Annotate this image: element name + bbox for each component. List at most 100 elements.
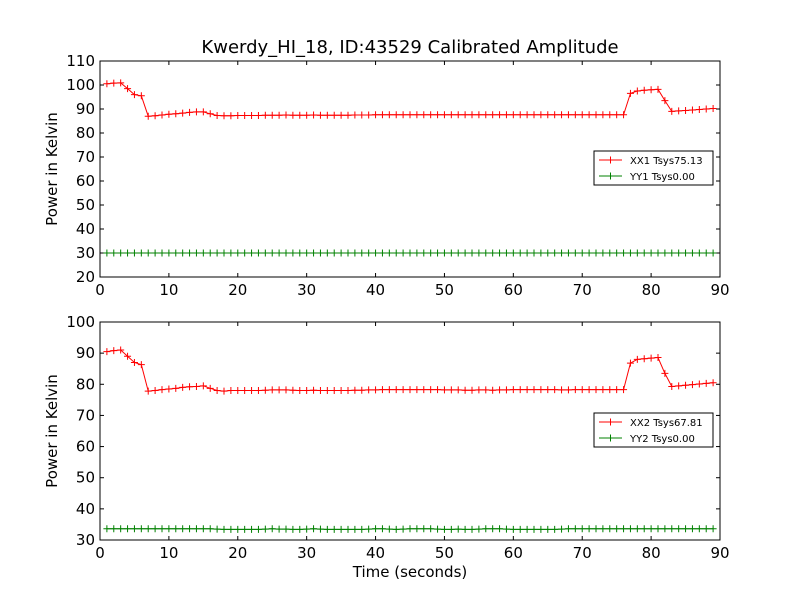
data-point <box>626 525 634 533</box>
x-tick-label: 20 <box>228 281 247 299</box>
data-point <box>248 387 256 395</box>
data-point <box>585 525 593 533</box>
data-point <box>695 525 703 533</box>
data-point <box>261 111 269 119</box>
data-point <box>461 386 469 394</box>
data-point <box>268 386 276 394</box>
data-point <box>323 111 331 119</box>
data-point <box>372 525 380 533</box>
data-point <box>482 111 490 119</box>
data-point <box>599 386 607 394</box>
data-point <box>275 386 283 394</box>
data-point <box>220 249 228 257</box>
data-point <box>158 249 166 257</box>
x-tick-label: 0 <box>95 544 105 562</box>
data-point <box>558 525 566 533</box>
data-point <box>489 249 497 257</box>
data-point <box>606 386 614 394</box>
y-tick-label: 80 <box>76 375 95 393</box>
data-point <box>199 249 207 257</box>
top-subplot: 0 10 20 30 40 50 60 70 80 90 20 30 40 50 60 70 80 90 100 11… <box>43 52 730 299</box>
data-point <box>626 359 634 367</box>
data-point <box>365 111 373 119</box>
data-point <box>385 249 393 257</box>
data-point <box>475 249 483 257</box>
data-point <box>151 249 159 257</box>
data-point <box>427 525 435 533</box>
data-point <box>544 386 552 394</box>
data-point <box>158 111 166 119</box>
data-point <box>530 249 538 257</box>
data-point <box>475 386 483 394</box>
data-point <box>124 249 132 257</box>
x-tick-label: 90 <box>710 281 729 299</box>
data-point <box>640 525 648 533</box>
data-point <box>564 111 572 119</box>
data-point <box>509 249 517 257</box>
data-point <box>544 111 552 119</box>
data-point <box>427 111 435 119</box>
data-point <box>199 108 207 116</box>
data-point <box>165 525 173 533</box>
data-point <box>323 249 331 257</box>
data-point <box>551 249 559 257</box>
data-point <box>688 525 696 533</box>
data-point <box>702 105 710 113</box>
data-point <box>358 525 366 533</box>
data-point <box>227 249 235 257</box>
data-point <box>688 249 696 257</box>
data-point <box>440 525 448 533</box>
y-tick-label: 90 <box>76 100 95 118</box>
data-point <box>344 249 352 257</box>
x-tick-label: 30 <box>297 281 316 299</box>
data-point <box>427 249 435 257</box>
data-point <box>206 525 214 533</box>
data-point <box>137 361 145 369</box>
data-point <box>268 249 276 257</box>
data-point <box>186 108 194 116</box>
x-tick-label: 60 <box>504 544 523 562</box>
data-point <box>330 525 338 533</box>
data-point <box>558 111 566 119</box>
data-point <box>502 386 510 394</box>
data-point <box>275 525 283 533</box>
data-point <box>241 249 249 257</box>
data-point <box>365 386 373 394</box>
data-point <box>110 347 118 355</box>
data-point <box>399 386 407 394</box>
legend-marker <box>607 172 614 180</box>
data-point <box>268 525 276 533</box>
data-point <box>261 249 269 257</box>
bottom-subplot: 0 10 20 30 40 50 60 70 80 90 30 40 50 60 70 80 90 100 Powe… <box>43 313 730 581</box>
data-point <box>103 348 111 356</box>
data-point <box>675 249 683 257</box>
data-point <box>192 525 200 533</box>
data-point <box>516 111 524 119</box>
x-tick-label: 20 <box>228 544 247 562</box>
data-point <box>192 382 200 390</box>
data-point <box>496 111 504 119</box>
y-tick-label: 30 <box>76 244 95 262</box>
data-point <box>172 110 180 118</box>
data-point <box>254 111 262 119</box>
data-point <box>310 386 318 394</box>
data-point <box>599 525 607 533</box>
data-point <box>599 249 607 257</box>
data-point <box>344 525 352 533</box>
data-point <box>447 111 455 119</box>
data-point <box>124 85 132 93</box>
data-point <box>372 386 380 394</box>
legend-entry: XX1 Tsys75.13 <box>630 156 703 167</box>
data-point <box>186 249 194 257</box>
data-point <box>682 249 690 257</box>
data-point <box>620 525 628 533</box>
data-point <box>606 525 614 533</box>
data-point <box>385 111 393 119</box>
data-point <box>248 525 256 533</box>
data-point <box>427 386 435 394</box>
data-point <box>606 249 614 257</box>
x-tick-label: 10 <box>159 281 178 299</box>
data-point <box>468 249 476 257</box>
data-point <box>420 386 428 394</box>
x-axis-label: Time (seconds) <box>352 563 468 581</box>
